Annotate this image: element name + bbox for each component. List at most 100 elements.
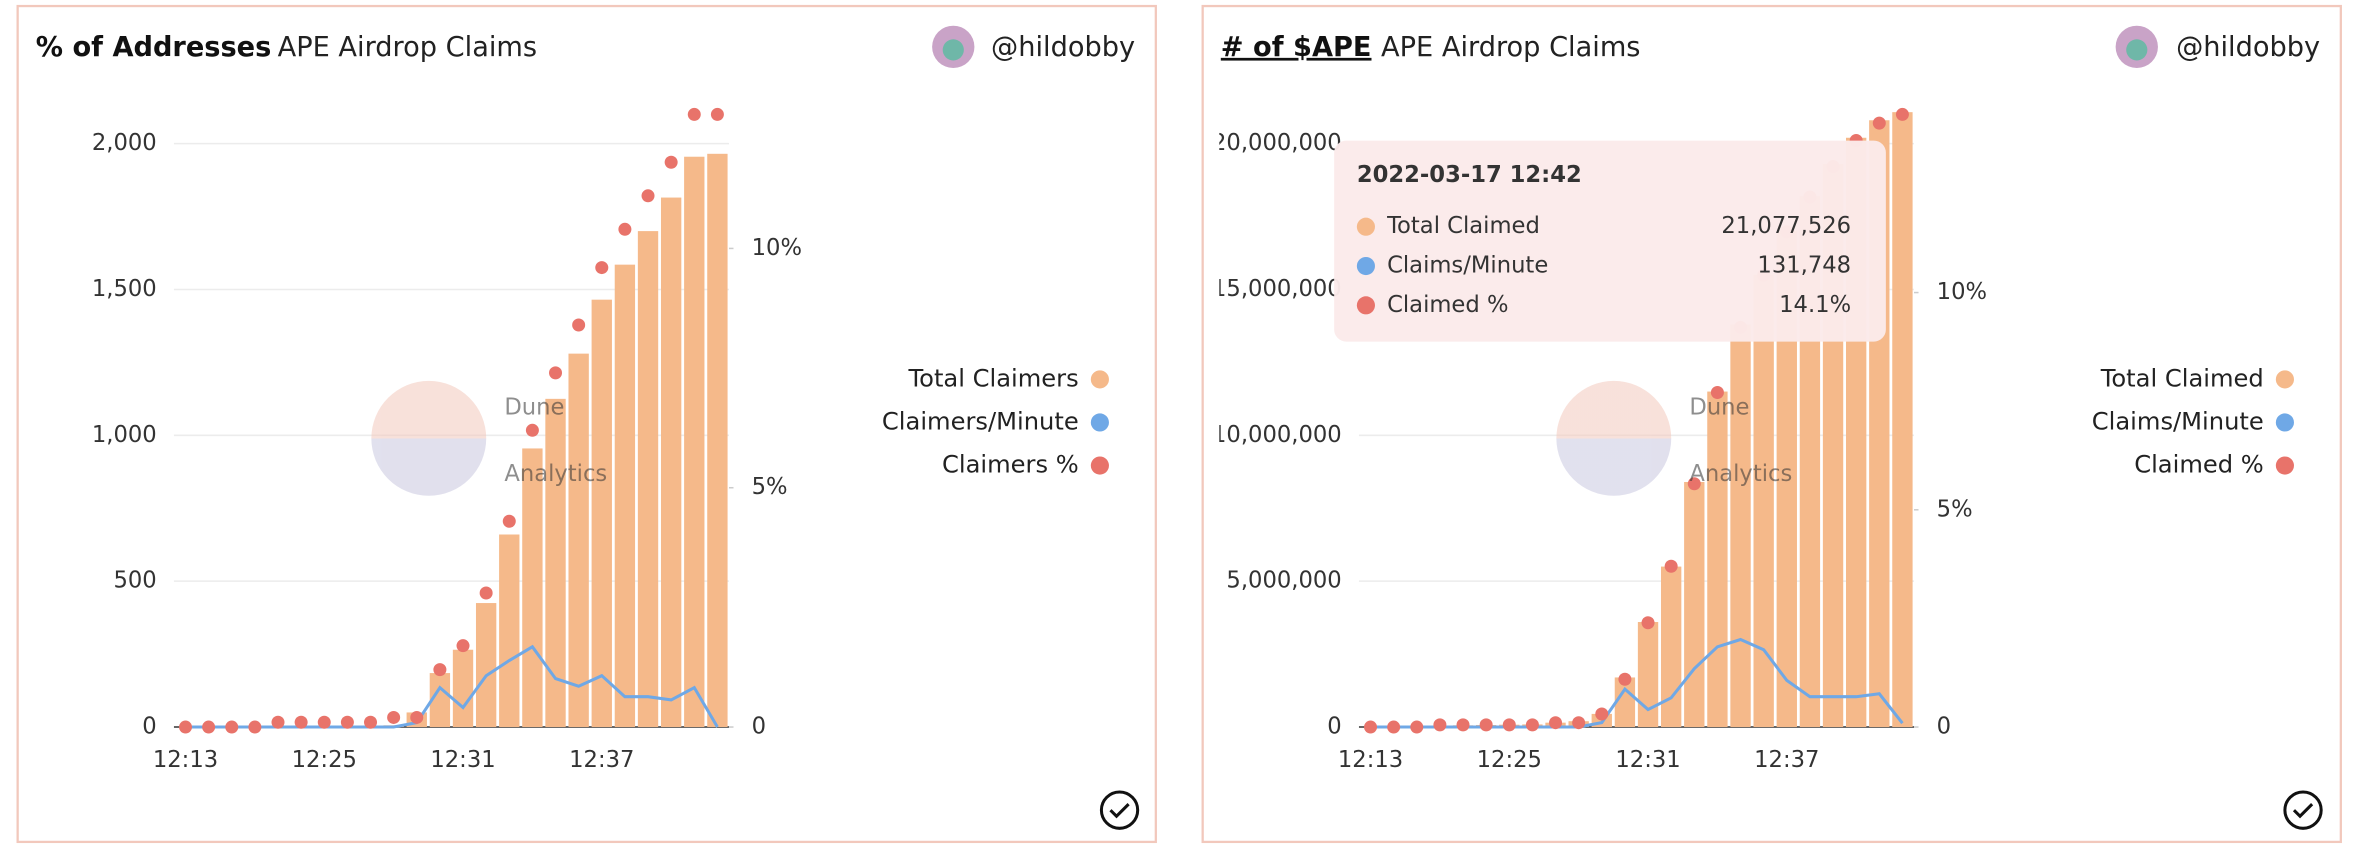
bar [476,603,496,727]
avatar [932,26,974,68]
bar [684,157,704,727]
dot [410,711,423,724]
dot [595,261,608,274]
chart-subtitle: APE Airdrop Claims [1381,32,1640,63]
bar [1684,482,1704,727]
tooltip-label: Claimed % [1387,292,1508,318]
legend-swatch [2276,413,2294,431]
bar [1730,324,1750,727]
dot [318,716,331,729]
y-tick-label: 1,500 [92,276,157,302]
bar [453,650,473,727]
dot [364,716,377,729]
y-tick-label: 0 [1327,714,1341,740]
y-tick-label: 10,000,000 [1212,422,1342,448]
dot [1503,718,1516,731]
bar [707,154,727,727]
dot [1433,718,1446,731]
legend-swatch [1091,456,1109,474]
tooltip-swatch [1357,296,1375,314]
tooltip: 2022-03-17 12:42 Total Claimed 21,077,526 C… [1334,141,1886,342]
dot [642,189,655,202]
legend-swatch [1091,413,1109,431]
watermark-logo [1556,381,1671,496]
dot [295,716,308,729]
legend-label: Claimers/Minute [882,407,1079,435]
legend-label: Claims/Minute [2092,407,2264,435]
dot [480,587,493,600]
dot [457,639,470,652]
y-tick-label: 20,000,000 [1212,130,1342,156]
bar [568,354,588,727]
y2-tick-label: 5% [1937,496,1973,522]
dot [1642,616,1655,629]
bar [1892,112,1912,727]
legend-label: Total Claimed [2100,364,2264,392]
y2-tick-label: 0 [752,714,766,740]
dot [711,108,724,121]
dot [202,721,215,734]
dot [1457,718,1470,731]
avatar [2116,26,2158,68]
dot [1572,716,1585,729]
legend-label: Claimers % [942,451,1079,479]
x-tick-label: 12:37 [569,747,634,773]
tooltip-label: Total Claimed [1386,213,1540,239]
dot [1410,721,1423,734]
dot [1595,707,1608,720]
y2-tick-label: 5% [752,474,788,500]
dot [433,663,446,676]
x-tick-label: 12:13 [1338,747,1403,773]
x-tick-label: 12:13 [153,747,218,773]
watermark-text: Analytics [1689,461,1792,487]
y-tick-label: 1,000 [92,422,157,448]
dot [618,223,631,236]
x-tick-label: 12:31 [430,747,495,773]
dot [248,721,261,734]
tooltip-value: 14.1% [1779,292,1851,318]
y-tick-label: 15,000,000 [1212,276,1342,302]
bar [522,448,542,727]
dot [549,366,562,379]
dot [688,108,701,121]
dot [387,711,400,724]
dot [1480,718,1493,731]
x-tick-label: 12:25 [1477,747,1542,773]
tooltip-value: 21,077,526 [1721,213,1851,239]
x-tick-label: 12:31 [1615,747,1680,773]
chart-title: % of Addresses [36,32,271,63]
bar [592,300,612,727]
y-tick-label: 0 [142,714,156,740]
dot [341,716,354,729]
tooltip-swatch [1357,218,1375,236]
y-tick-label: 5,000,000 [1226,568,1341,594]
tooltip-label: Claims/Minute [1387,253,1548,279]
x-tick-label: 12:25 [292,747,357,773]
dot [272,716,285,729]
dot [572,319,585,332]
author: @hildobby [2176,32,2320,63]
tooltip-title: 2022-03-17 12:42 [1357,162,1582,188]
legend-label: Total Claimers [908,364,1079,392]
tooltip-swatch [1357,257,1375,275]
dot [1665,560,1678,573]
dot [1618,673,1631,686]
dot [1549,716,1562,729]
bar [1638,622,1658,727]
tooltip-value: 131,748 [1757,253,1851,279]
dot [1526,718,1539,731]
author: @hildobby [991,32,1135,63]
dot [1387,721,1400,734]
dot [1896,108,1909,121]
chart-subtitle: APE Airdrop Claims [278,32,537,63]
chart-title: # of $APE [1221,32,1372,63]
y2-tick-label: 10% [752,235,802,261]
legend-label: Claimed % [2134,451,2264,479]
bar [499,534,519,727]
dot [1364,721,1377,734]
dot [526,424,539,437]
dot [179,721,192,734]
dot [1873,117,1886,130]
y2-tick-label: 0 [1937,714,1951,740]
